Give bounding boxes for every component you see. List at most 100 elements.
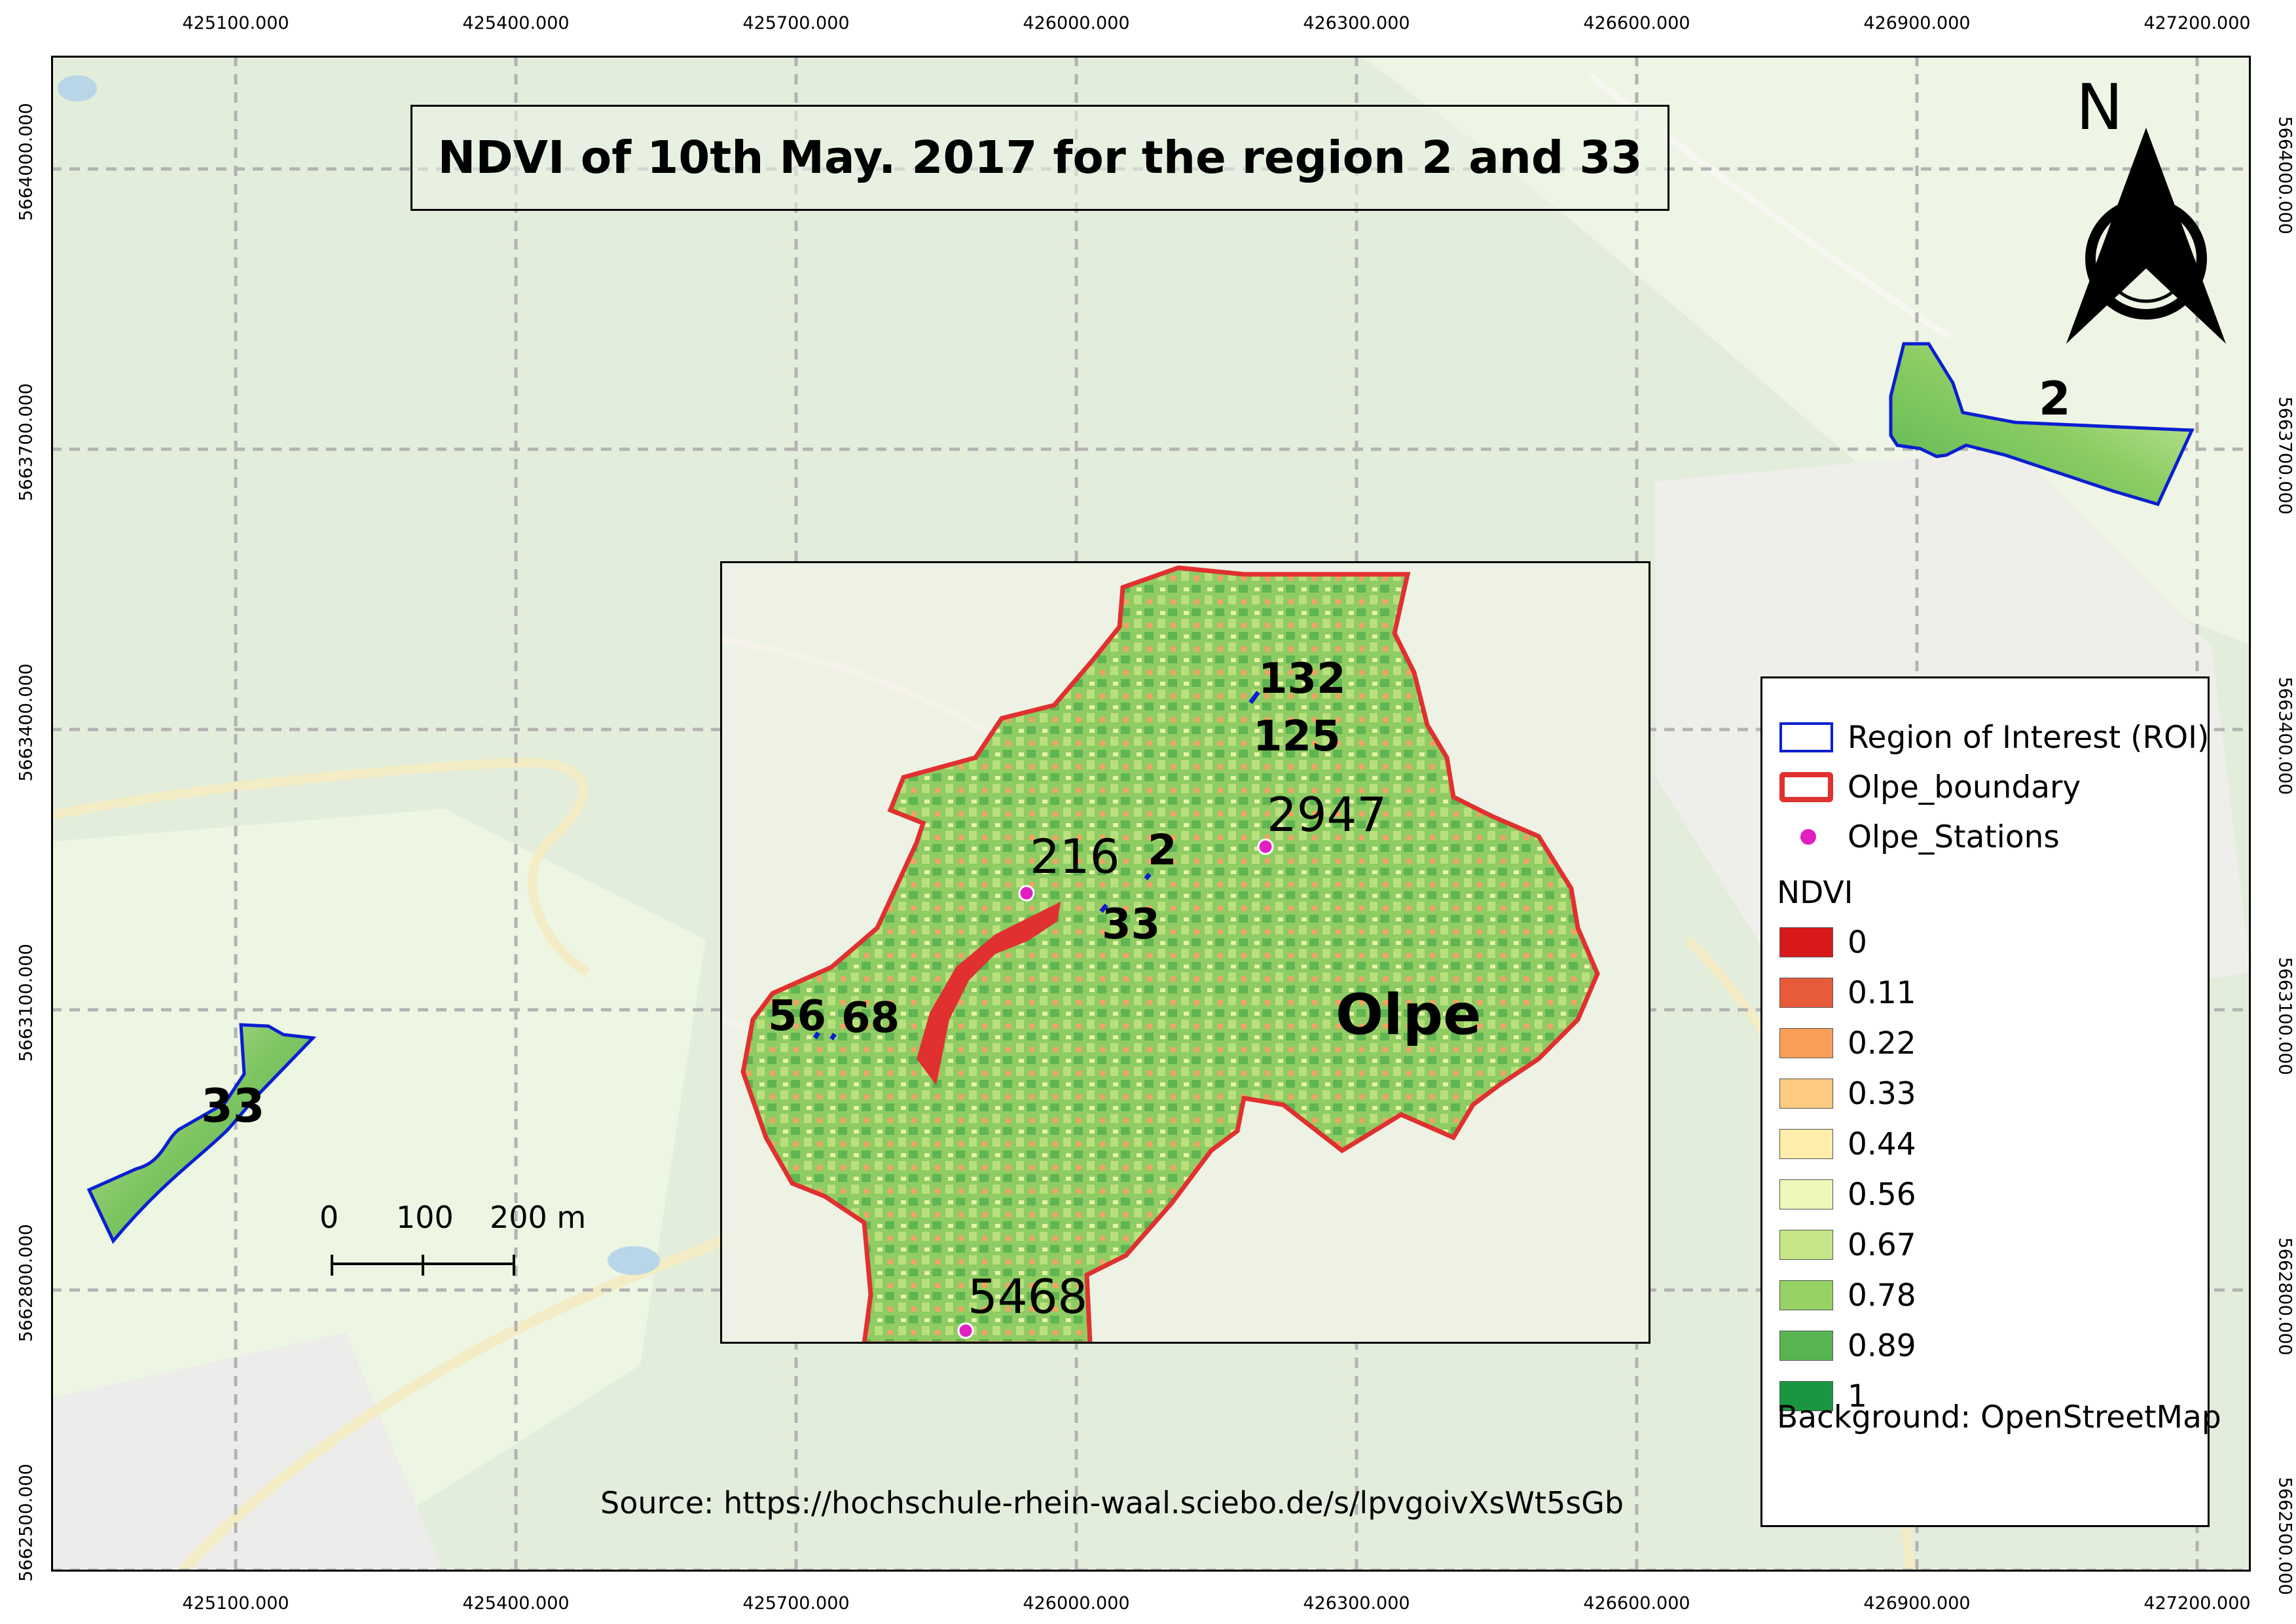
ndvi-class-row: 0.89 [1762, 1326, 2208, 1365]
urban-area [53, 1333, 443, 1570]
station-label-216: 216 [1030, 829, 1120, 884]
ndvi-class-label: 0.11 [1848, 974, 1916, 1011]
map-legend: Region of Interest (ROI) Olpe_boundary O… [1760, 676, 2221, 1527]
ndvi-class-label: 0 [1848, 924, 1867, 961]
roi-label-56: 56 [768, 992, 827, 1041]
legend-stations-label: Olpe_Stations [1848, 819, 2060, 855]
ndvi-swatch [1779, 1079, 1833, 1109]
legend-ndvi-title: NDVI [1762, 873, 2208, 912]
ndvi-class-row: 0.33 [1762, 1074, 2208, 1113]
ndvi-swatch [1779, 1280, 1833, 1310]
inset-map[interactable]: 132 125 2 33 56 68 216 2947 5468 Olpe [720, 561, 1650, 1344]
ndvi-class-row: 0.11 [1762, 973, 2208, 1012]
roi-label-2: 2 [1148, 826, 1177, 875]
y-tick-label: 5662800.000 [2274, 1237, 2295, 1356]
ndvi-swatch [1779, 1381, 1833, 1411]
north-arrow-icon [2066, 128, 2226, 344]
ndvi-class-label: 0.33 [1848, 1075, 1916, 1112]
x-tick-label: 426900.000 [1863, 13, 1971, 33]
water-body [58, 75, 97, 101]
ndvi-swatch [1779, 1230, 1833, 1260]
y-tick-label: 5662500.000 [2274, 1477, 2295, 1595]
ndvi-class-row: 1 [1762, 1376, 2208, 1416]
background-credit: Background: OpenStreetMap [1777, 1399, 2221, 1435]
legend-roi: Region of Interest (ROI) [1762, 718, 2210, 757]
x-tick-label: 426900.000 [1863, 1593, 1971, 1614]
ndvi-class-row: 0.67 [1762, 1225, 2208, 1264]
roi-label-68: 68 [841, 994, 900, 1043]
roi-label-125: 125 [1253, 712, 1341, 761]
region-label-33: 33 [201, 1079, 265, 1133]
station-label-2947: 2947 [1267, 787, 1387, 842]
y-tick-label: 5663700.000 [16, 383, 37, 502]
y-tick-label: 5662500.000 [16, 1464, 37, 1582]
station-markers [957, 838, 1274, 1339]
y-tick-label: 5664000.000 [2274, 116, 2295, 234]
x-tick-label: 426300.000 [1303, 13, 1410, 33]
legend-background: Background: OpenStreetMap [1762, 1397, 2221, 1437]
roi-region-2[interactable] [1889, 342, 2195, 507]
scale-label-0: 0 [319, 1200, 339, 1235]
water-body [608, 1246, 660, 1275]
roi-label-132: 132 [1258, 655, 1346, 703]
ndvi-class-row: 0.56 [1762, 1175, 2208, 1214]
y-tick-label: 5663100.000 [16, 944, 37, 1062]
source-credit: Source: https://hochschule-rhein-waal.sc… [600, 1485, 1624, 1521]
ndvi-swatch [1779, 1129, 1833, 1159]
ndvi-class-label: 0.56 [1848, 1176, 1916, 1213]
ndvi-swatch [1779, 978, 1833, 1008]
roi-region-33[interactable] [86, 1023, 317, 1244]
ndvi-class-row: 0.44 [1762, 1124, 2208, 1164]
ndvi-swatch [1779, 1179, 1833, 1209]
olpe-boundary[interactable] [740, 565, 1600, 1344]
x-tick-label: 426600.000 [1583, 1593, 1690, 1614]
x-tick-label: 426600.000 [1583, 13, 1690, 33]
ndvi-class-label: 0.67 [1848, 1227, 1916, 1263]
ndvi-title: NDVI [1777, 874, 1853, 911]
reservoir [917, 902, 1061, 1085]
area-label-olpe: Olpe [1336, 982, 1482, 1048]
ndvi-class-row: 0.78 [1762, 1276, 2208, 1315]
ndvi-swatch [1779, 1331, 1833, 1361]
scale-label-200: 200 m [490, 1200, 587, 1235]
y-tick-label: 5664000.000 [16, 103, 37, 221]
ndvi-class-label: 1 [1848, 1378, 1867, 1414]
north-arrow-label: N [2076, 71, 2123, 144]
station-label-5468: 5468 [968, 1269, 1088, 1324]
x-tick-label: 425700.000 [742, 1593, 850, 1614]
ndvi-class-label: 0.89 [1848, 1327, 1916, 1364]
x-tick-label: 427200.000 [2143, 1593, 2251, 1614]
legend-boundary: Olpe_boundary [1762, 767, 2208, 807]
station-swatch [1800, 829, 1816, 845]
y-tick-label: 5663400.000 [2274, 676, 2295, 795]
x-tick-label: 426300.000 [1303, 1593, 1410, 1614]
roi-swatch [1779, 722, 1833, 752]
region-label-2: 2 [2039, 372, 2071, 426]
map-title: NDVI of 10th May. 2017 for the region 2 … [410, 105, 1669, 211]
y-tick-label: 5663400.000 [16, 663, 37, 782]
y-tick-label: 5663700.000 [2274, 396, 2295, 515]
x-tick-label: 425700.000 [742, 13, 850, 33]
legend-roi-label: Region of Interest (ROI) [1848, 719, 2210, 756]
x-tick-label: 425100.000 [182, 13, 289, 33]
boundary-swatch [1779, 772, 1833, 802]
x-tick-label: 426000.000 [1023, 13, 1130, 33]
ndvi-class-label: 0.44 [1848, 1126, 1916, 1162]
ndvi-class-label: 0.78 [1848, 1277, 1916, 1314]
scale-bar-graphic [331, 1255, 515, 1276]
ndvi-class-row: 0.22 [1762, 1024, 2208, 1063]
road [53, 758, 591, 977]
x-tick-label: 425400.000 [462, 1593, 570, 1614]
roi-markers [813, 690, 1260, 1041]
x-tick-label: 425100.000 [182, 1593, 289, 1614]
inset-svg [722, 563, 1649, 1344]
x-tick-label: 426000.000 [1023, 1593, 1130, 1614]
scale-label-100: 100 [396, 1200, 454, 1235]
y-tick-label: 5663100.000 [2274, 957, 2295, 1075]
ndvi-class-label: 0.22 [1848, 1025, 1916, 1061]
x-tick-label: 425400.000 [462, 13, 570, 33]
legend-boundary-label: Olpe_boundary [1848, 769, 2081, 805]
x-tick-label: 427200.000 [2143, 13, 2251, 33]
ndvi-class-row: 0 [1762, 923, 2208, 962]
